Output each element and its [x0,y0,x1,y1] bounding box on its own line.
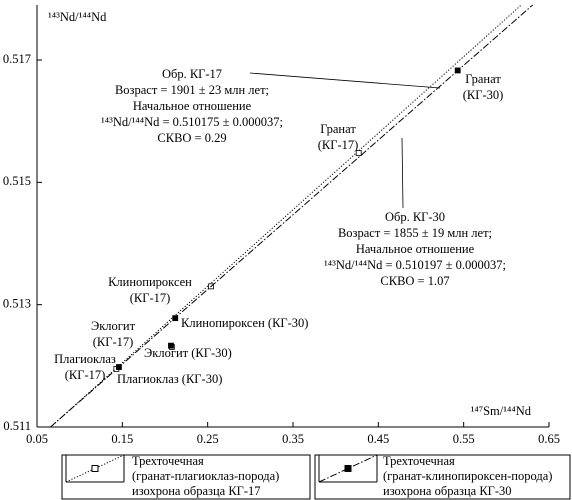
data-point [454,67,461,74]
leader-line [249,72,441,89]
x-tick-label: 0.05 [26,432,48,446]
legend-label: Трехточечная [132,454,204,468]
legend-label: изохрона образца КГ-30 [383,484,512,498]
annotation: Обр. КГ-17 [162,67,222,81]
point-label: Клинопироксен [108,275,192,289]
annotation: Начальное отношение [356,242,475,256]
legend-box [61,454,311,500]
point-label: Гранат [320,122,356,136]
y-tick-label: 0.515 [3,174,31,188]
isochron-line [50,4,534,428]
annotation: ¹⁴³Nd/¹⁴⁴Nd = 0.510197 ± 0.000037; [324,258,506,272]
annotation: Обр. КГ-30 [385,210,445,224]
point-label: Эклогит (КГ-30) [144,346,232,360]
point-label: (КГ-17) [65,368,106,382]
legend-box [314,454,571,500]
point-label: (КГ-17) [318,138,359,152]
annotation: Возраст = 1901 ± 23 млн лет; [115,83,269,97]
annotation: СКВО = 1.07 [380,274,449,288]
annotation: ¹⁴³Nd/¹⁴⁴Nd = 0.510175 ± 0.000037; [101,115,283,129]
point-label: Эклогит [91,319,136,333]
annotation: Начальное отношение [133,99,252,113]
x-tick-label: 0.55 [453,432,475,446]
data-point [172,315,179,322]
point-label: Плагиоклаз (КГ-30) [117,372,222,386]
annotation: Возраст = 1855 ± 19 млн лет; [338,226,492,240]
annotation: СКВО = 0.29 [157,131,226,145]
x-tick-label: 0.25 [197,432,219,446]
y-tick-label: 0.511 [3,419,31,433]
legend-label: изохрона образца КГ-17 [132,484,261,498]
leader-line [401,137,404,209]
point-label: Плагиоклаз [54,352,116,366]
point-label: (КГ-17) [93,335,134,349]
y-tick-label: 0.513 [3,297,31,311]
x-tick-label: 0.65 [538,432,560,446]
legend-label: (гранат-клинопироксен-порода) [383,469,552,483]
legend-label: (гранат-плагиоклаз-порода) [132,469,279,483]
legend-label: Трехточечная [383,454,455,468]
data-point [116,364,122,370]
data-point [355,150,362,156]
point-label: Клинопироксен (КГ-30) [181,316,308,330]
point-label: Гранат [465,72,501,86]
x-tick-label: 0.15 [111,432,133,446]
y-tick-label: 0.517 [3,52,31,66]
point-label: (КГ-17) [130,291,171,305]
legend-marker [91,465,99,472]
isochron-line [50,4,522,428]
x-axis-title: ¹⁴⁷Sm/¹⁴⁴Nd [471,404,532,418]
data-point [168,342,174,349]
y-axis-title: ¹⁴³Nd/¹⁴⁴Nd [48,10,107,24]
x-tick-label: 0.45 [367,432,389,446]
x-tick-label: 0.35 [282,432,304,446]
legend-marker [344,465,352,472]
point-label: (КГ-30) [463,88,504,102]
